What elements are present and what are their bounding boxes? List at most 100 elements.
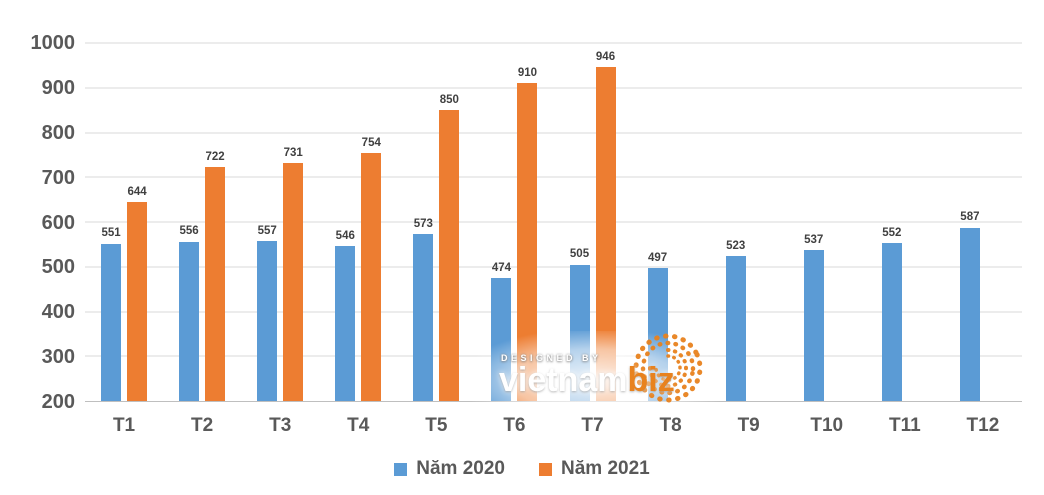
x-tick-label-t5: T5: [425, 415, 448, 436]
y-tick-label-300: 300: [41, 346, 75, 369]
bar-pair-t8: 497: [647, 43, 694, 401]
x-tick-label-t12: T12: [966, 415, 1000, 436]
plot-columns: 551 644 556 722 557 731 546 754 573 850 474 910 505 9…: [85, 43, 1022, 401]
bar-value-label-năm-2020-t4: 546: [335, 229, 355, 242]
bar-pair-t5: 573 850: [413, 43, 460, 401]
bar-năm-2021-t6: [517, 83, 538, 401]
category-column-t11: 552: [866, 43, 944, 401]
gridline-800: [85, 132, 1022, 133]
y-tick-label-900: 900: [41, 76, 75, 99]
bar-năm-2020-t10: [803, 250, 824, 401]
legend: Năm 2020 Năm 2021: [0, 458, 1044, 480]
x-tick-label-t4: T4: [347, 415, 370, 436]
bar-năm-2021-t3: [283, 163, 304, 401]
gridline-400: [85, 311, 1022, 312]
y-tick-label-800: 800: [41, 121, 75, 144]
bar-pair-t1: 551 644: [101, 43, 148, 401]
category-column-t12: 587: [944, 43, 1022, 401]
category-column-t3: 557 731: [241, 43, 319, 401]
bar-slot-năm-2020-t3: 557: [257, 225, 278, 401]
bar-value-label-năm-2020-t2: 556: [179, 225, 199, 238]
y-tick-label-200: 200: [41, 391, 75, 413]
x-tick-label-t11: T11: [888, 415, 921, 436]
bar-slot-năm-2021-t5: 850: [439, 94, 460, 401]
bar-value-label-năm-2021-t7: 946: [595, 50, 616, 63]
bar-năm-2020-t8: [647, 268, 668, 401]
bar-value-label-năm-2021-t1: 644: [127, 185, 147, 198]
bar-slot-năm-2020-t10: 537: [803, 234, 824, 401]
bar-năm-2021-t4: [361, 153, 382, 401]
bar-value-label-năm-2020-t6: 474: [491, 261, 512, 274]
bar-value-label-năm-2020-t11: 552: [882, 226, 902, 239]
category-column-t5: 573 850: [397, 43, 475, 401]
bar-slot-năm-2021-t7: 946: [595, 51, 616, 401]
plot-area: 551 644 556 722 557 731 546 754 573 850 474 910 505 9…: [85, 42, 1022, 421]
legend-label-năm-2021: Năm 2021: [561, 458, 650, 479]
bar-năm-2020-t5: [413, 234, 434, 401]
bar-value-label-năm-2021-t4: 754: [361, 136, 381, 149]
bar-pair-t4: 546 754: [335, 43, 382, 401]
bar-slot-năm-2020-t1: 551: [101, 228, 122, 401]
bar-slot-năm-2021-t2: 722: [205, 151, 226, 401]
bar-slot-năm-2021-t6: 910: [517, 67, 538, 401]
bar-năm-2020-t3: [257, 241, 278, 401]
y-tick-label-700: 700: [41, 166, 75, 189]
x-tick-label-t10: T10: [810, 415, 844, 436]
bar-pair-t9: 523: [725, 43, 772, 401]
y-tick-label-500: 500: [41, 256, 75, 279]
bar-value-label-năm-2020-t7: 505: [569, 248, 590, 261]
bar-pair-t12: 587: [959, 43, 1006, 401]
legend-item-năm-2020: Năm 2020: [394, 458, 505, 480]
bar-slot-năm-2020-t9: 523: [725, 240, 746, 401]
x-axis-labels: T1 T2 T3 T4 T5 T6 T7 T8 T9 T10 T11 T12: [85, 415, 1022, 437]
bar-năm-2020-t1: [101, 243, 122, 401]
category-column-t7: 505 946: [553, 43, 631, 401]
y-tick-label-400: 400: [41, 301, 75, 324]
category-column-t2: 556 722: [163, 43, 241, 401]
y-tick-label-600: 600: [41, 211, 75, 234]
bar-slot-năm-2020-t4: 546: [335, 230, 356, 401]
bar-slot-năm-2021-t1: 644: [127, 186, 148, 401]
legend-item-năm-2021: Năm 2021: [539, 458, 650, 480]
category-column-t9: 523: [710, 43, 788, 401]
bar-value-label-năm-2021-t2: 722: [205, 150, 225, 163]
bar-năm-2021-t2: [205, 167, 226, 401]
category-column-t10: 537: [788, 43, 866, 401]
bar-value-label-năm-2021-t6: 910: [517, 66, 538, 79]
bar-năm-2020-t4: [335, 246, 356, 401]
x-tick-label-t9: T9: [737, 415, 760, 436]
bar-value-label-năm-2020-t12: 587: [960, 211, 980, 224]
x-tick-label-t7: T7: [581, 415, 604, 436]
bar-năm-2021-t1: [127, 202, 148, 401]
y-tick-label-1000: 1000: [30, 32, 76, 54]
category-column-t6: 474 910: [475, 43, 553, 401]
legend-swatch-năm-2020: [394, 462, 408, 476]
gridline-1000: [85, 42, 1022, 44]
bar-năm-2020-t11: [881, 243, 902, 401]
bar-năm-2021-t7: [595, 67, 616, 401]
bar-pair-t10: 537: [803, 43, 850, 401]
bar-slot-năm-2021-t3: 731: [283, 147, 304, 401]
category-column-t4: 546 754: [319, 43, 397, 401]
category-column-t8: 497: [632, 43, 710, 401]
gridline-500: [85, 266, 1022, 268]
legend-label-năm-2020: Năm 2020: [416, 458, 505, 479]
x-tick-label-t2: T2: [191, 415, 214, 436]
bar-năm-2020-t7: [569, 264, 590, 401]
bar-slot-năm-2021-t4: 754: [361, 137, 382, 401]
bar-value-label-năm-2021-t5: 850: [439, 93, 459, 106]
x-tick-label-t1: T1: [112, 415, 136, 436]
bar-năm-2020-t2: [179, 241, 200, 401]
bar-slot-năm-2020-t12: 587: [959, 212, 980, 401]
category-column-t1: 551 644: [85, 43, 163, 401]
bar-slot-năm-2020-t7: 505: [569, 249, 590, 401]
x-tick-label-t8: T8: [659, 415, 682, 436]
bar-value-label-năm-2020-t9: 523: [726, 239, 746, 252]
bar-năm-2020-t6: [491, 278, 512, 401]
y-axis-labels: 200 300 400 500 600 700 800 900 1000: [0, 33, 76, 412]
bar-năm-2020-t9: [725, 256, 746, 401]
bar-pair-t2: 556 722: [179, 43, 226, 401]
gridline-600: [85, 221, 1022, 223]
x-tick-label-t6: T6: [503, 415, 526, 436]
